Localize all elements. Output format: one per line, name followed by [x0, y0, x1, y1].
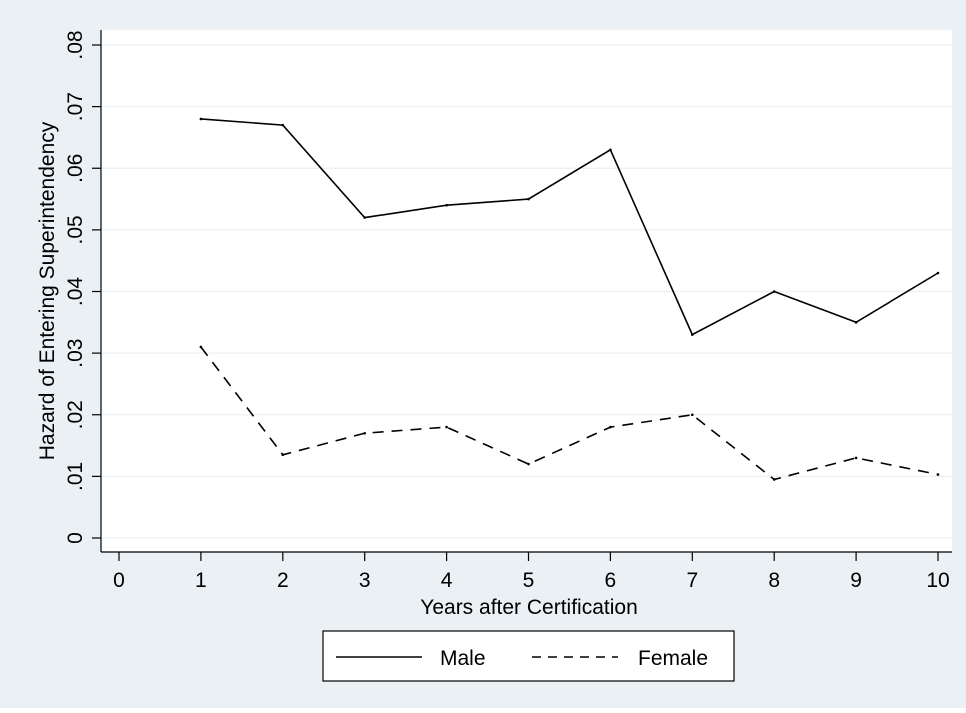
series-line-male — [200, 118, 939, 336]
x-tick-label: 1 — [195, 569, 207, 592]
y-axis-title: Hazard of Entering Superintendency — [36, 121, 59, 460]
x-tick-label: 5 — [523, 569, 535, 592]
gridlines — [102, 44, 952, 539]
data-point-female — [936, 473, 940, 476]
y-tick-label: .08 — [64, 30, 87, 59]
data-point-male — [854, 321, 858, 324]
x-tick-label: 10 — [926, 569, 949, 592]
y-tick-label: .01 — [64, 462, 87, 491]
x-tick-label: 6 — [605, 569, 617, 592]
data-point-female — [527, 462, 530, 466]
y-tick-label: .07 — [64, 92, 87, 121]
x-tick-label: 7 — [686, 569, 698, 592]
legend-box — [322, 630, 735, 682]
data-point-female — [609, 425, 612, 429]
data-point-female — [772, 478, 776, 481]
y-axis-ticks: 0 .01 .02 .03 .04 .05 .06 .07 .08 — [64, 30, 101, 544]
legend-male-label: Male — [440, 647, 486, 670]
data-point-male — [281, 123, 285, 127]
y-tick-label: .04 — [64, 277, 87, 307]
data-point-male — [363, 216, 367, 219]
x-tick-label: 4 — [441, 569, 453, 592]
data-point-male — [691, 333, 694, 336]
data-point-male — [772, 290, 776, 293]
y-tick-label: .05 — [64, 215, 87, 244]
y-tick-label: .03 — [64, 339, 87, 368]
x-tick-label: 8 — [768, 569, 780, 592]
y-tick-label: .02 — [64, 400, 87, 429]
legend-female-label: Female — [638, 647, 708, 670]
legend: Male Female — [322, 630, 735, 682]
data-point-female — [854, 456, 858, 460]
data-point-male — [199, 117, 203, 121]
x-axis-title: Years after Certification — [420, 596, 638, 619]
x-tick-label: 2 — [277, 569, 289, 592]
x-tick-label: 0 — [113, 569, 125, 592]
data-point-male — [445, 203, 448, 207]
x-axis-ticks: 0 1 2 3 4 5 6 7 8 9 10 — [113, 552, 950, 592]
data-point-female — [281, 453, 285, 457]
data-point-female — [691, 413, 694, 417]
data-point-female — [199, 345, 203, 349]
series-lines — [199, 117, 940, 481]
x-tick-label: 9 — [850, 569, 862, 592]
data-point-male — [609, 148, 612, 152]
y-tick-label: .06 — [64, 154, 87, 183]
data-point-male — [936, 271, 940, 275]
data-point-female — [363, 431, 367, 435]
y-tick-label: 0 — [64, 532, 87, 544]
data-point-female — [445, 425, 448, 429]
x-tick-label: 3 — [359, 569, 371, 592]
series-line-female — [200, 346, 939, 481]
data-point-male — [527, 197, 530, 201]
